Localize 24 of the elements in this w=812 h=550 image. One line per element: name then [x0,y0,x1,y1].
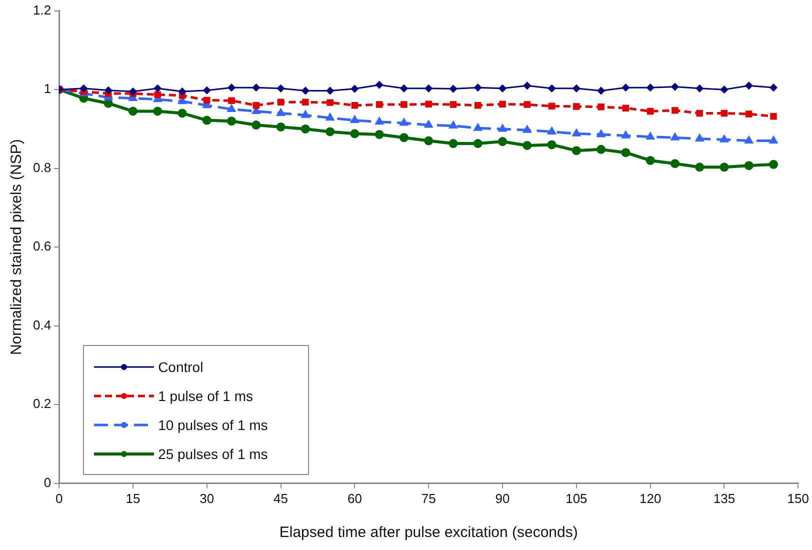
x-tick-label: 60 [347,490,362,506]
y-tick-label: 0.6 [32,238,52,254]
y-tick-label: 1 [44,81,52,96]
y-tick-label: 1.2 [32,2,52,18]
y-tick-label: 0.4 [32,317,52,332]
x-tick-label: 105 [566,490,588,506]
x-tick-label: 150 [787,490,810,506]
x-tick-label: 75 [421,490,436,506]
y-tick-label: 0.2 [32,396,52,412]
y-axis-title: Normalized stained pixels (NSP) [8,139,26,356]
x-axis-title: Elapsed time after pulse excitation (seconds) [279,524,578,542]
x-tick-label: 0 [55,490,63,506]
x-tick-label: 30 [200,490,214,506]
legend-label: 10 pulses of 1 ms [158,416,268,433]
x-tick-label: 45 [274,490,288,506]
y-tick-label: 0 [44,474,52,490]
legend-label: 25 pulses of 1 ms [158,446,268,462]
x-tick-label: 15 [126,490,140,506]
y-tick-label: 0.8 [32,160,52,175]
x-tick-label: 120 [639,490,662,506]
legend-label: Control [158,358,204,375]
x-tick-label: 135 [713,490,736,506]
x-tick-label: 90 [495,490,510,506]
legend-label: 1 pulse of 1 ms [158,388,253,404]
